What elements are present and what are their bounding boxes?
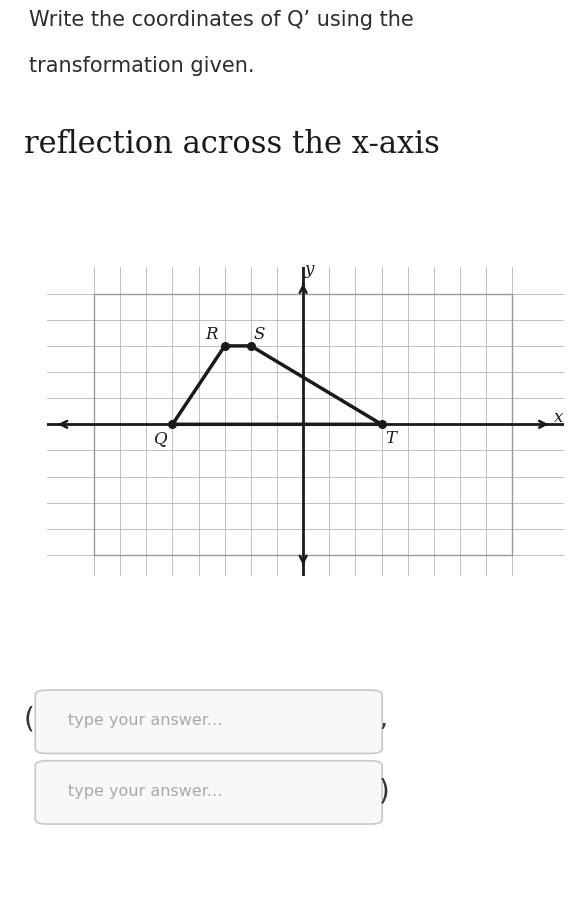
Text: ,: , <box>379 707 387 732</box>
Text: transformation given.: transformation given. <box>29 56 255 76</box>
Text: Write the coordinates of Q’ using the: Write the coordinates of Q’ using the <box>29 10 414 30</box>
FancyBboxPatch shape <box>35 690 382 753</box>
Text: R: R <box>205 326 218 343</box>
Text: type your answer...: type your answer... <box>68 713 222 728</box>
Text: type your answer...: type your answer... <box>68 784 222 798</box>
Text: Q: Q <box>154 430 168 447</box>
Text: (: ( <box>24 705 35 733</box>
Text: x: x <box>554 410 563 427</box>
FancyBboxPatch shape <box>35 760 382 824</box>
Text: T: T <box>385 430 396 447</box>
Bar <box>94 294 512 555</box>
Text: ): ) <box>379 778 390 805</box>
Text: S: S <box>253 326 265 343</box>
Text: y: y <box>305 261 315 278</box>
Text: reflection across the x-axis: reflection across the x-axis <box>24 129 439 160</box>
